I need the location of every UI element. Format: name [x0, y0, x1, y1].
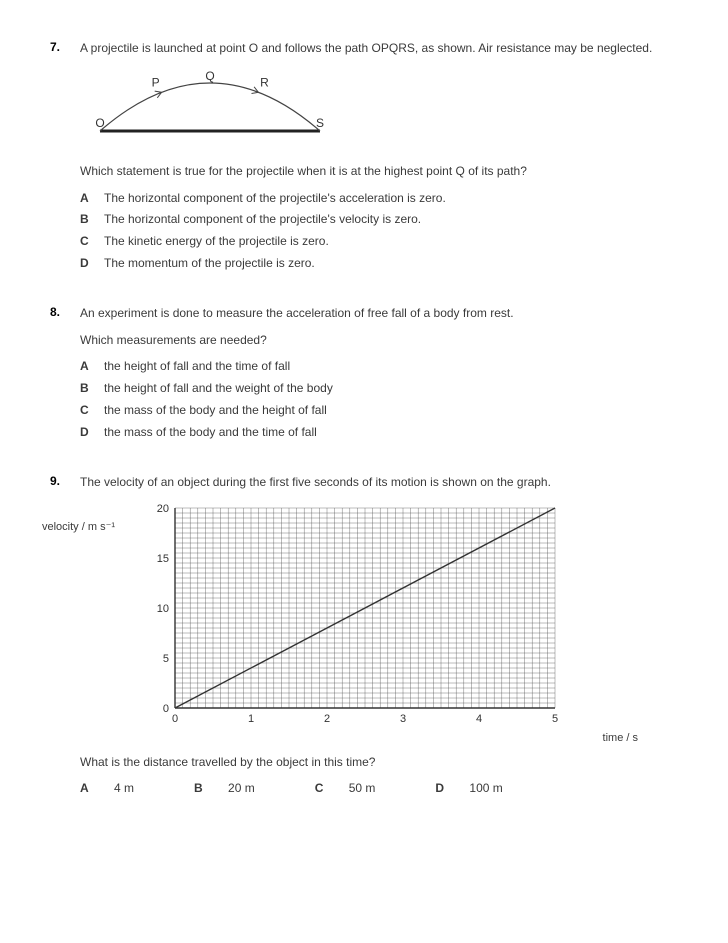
question-body: The velocity of an object during the fir… [80, 474, 678, 796]
question-number: 8. [50, 305, 80, 446]
option-c: Cthe mass of the body and the height of … [80, 402, 678, 419]
velocity-chart: velocity / m s⁻¹ 01234505101520 time / s [140, 500, 678, 744]
svg-text:P: P [152, 75, 160, 89]
svg-text:5: 5 [163, 653, 169, 665]
svg-text:3: 3 [400, 713, 406, 725]
svg-text:R: R [260, 75, 269, 89]
option-letter: D [435, 781, 459, 795]
option-letter: B [194, 781, 218, 795]
svg-text:O: O [95, 116, 104, 130]
option-text: The kinetic energy of the projectile is … [104, 233, 678, 250]
option-letter: B [80, 380, 104, 397]
options: Athe height of fall and the time of fall… [80, 358, 678, 440]
option-text: the height of fall and the weight of the… [104, 380, 678, 397]
svg-text:Q: Q [205, 69, 214, 83]
option-text: the height of fall and the time of fall [104, 358, 678, 375]
option-letter: D [80, 255, 104, 272]
svg-text:4: 4 [476, 713, 482, 725]
svg-text:15: 15 [157, 553, 169, 565]
projectile-diagram: O P Q R S [80, 69, 678, 149]
question-body: A projectile is launched at point O and … [80, 40, 678, 277]
svg-text:0: 0 [163, 703, 169, 715]
question-subtext: Which measurements are needed? [80, 332, 678, 349]
question-text: An experiment is done to measure the acc… [80, 305, 678, 322]
option-b: B 20 m [194, 781, 255, 795]
option-letter: A [80, 190, 104, 207]
option-text: The horizontal component of the projecti… [104, 211, 678, 228]
option-letter: D [80, 424, 104, 441]
question-text: A projectile is launched at point O and … [80, 40, 678, 57]
svg-text:0: 0 [172, 713, 178, 725]
velocity-chart-svg: 0 1 2 3 4 5 0 5 10 15 20 [140, 500, 563, 728]
svg-text:1: 1 [248, 713, 254, 725]
question-subtext: Which statement is true for the projecti… [80, 163, 678, 180]
option-letter: C [315, 781, 339, 795]
option-text: the mass of the body and the time of fal… [104, 424, 678, 441]
option-text: 100 m [469, 781, 502, 795]
question-8: 8. An experiment is done to measure the … [50, 305, 678, 446]
question-7: 7. A projectile is launched at point O a… [50, 40, 678, 277]
svg-text:20: 20 [157, 503, 169, 515]
option-c: CThe kinetic energy of the projectile is… [80, 233, 678, 250]
option-text: 4 m [114, 781, 134, 795]
option-a: Athe height of fall and the time of fall [80, 358, 678, 375]
option-letter: A [80, 781, 104, 795]
option-letter: C [80, 402, 104, 419]
projectile-svg: O P Q R S [80, 69, 340, 149]
option-b: Bthe height of fall and the weight of th… [80, 380, 678, 397]
option-d: DThe momentum of the projectile is zero. [80, 255, 678, 272]
option-text: 50 m [349, 781, 376, 795]
question-subtext: What is the distance travelled by the ob… [80, 754, 678, 771]
options-horizontal: A 4 m B 20 m C 50 m D 100 m [80, 781, 678, 795]
svg-text:5: 5 [552, 713, 558, 725]
question-9: 9. The velocity of an object during the … [50, 474, 678, 796]
option-c: C 50 m [315, 781, 376, 795]
question-number: 7. [50, 40, 80, 277]
option-a: AThe horizontal component of the project… [80, 190, 678, 207]
chart-xlabel: time / s [140, 732, 638, 744]
svg-text:2: 2 [324, 713, 330, 725]
option-letter: C [80, 233, 104, 250]
svg-text:10: 10 [157, 603, 169, 615]
options: AThe horizontal component of the project… [80, 190, 678, 272]
option-text: The momentum of the projectile is zero. [104, 255, 678, 272]
option-text: The horizontal component of the projecti… [104, 190, 678, 207]
question-body: An experiment is done to measure the acc… [80, 305, 678, 446]
option-text: 20 m [228, 781, 255, 795]
option-text: the mass of the body and the height of f… [104, 402, 678, 419]
svg-text:S: S [316, 116, 324, 130]
option-d: D 100 m [435, 781, 502, 795]
option-letter: B [80, 211, 104, 228]
question-text: The velocity of an object during the fir… [80, 474, 678, 491]
chart-ylabel: velocity / m s⁻¹ [42, 520, 115, 533]
option-a: A 4 m [80, 781, 134, 795]
option-d: Dthe mass of the body and the time of fa… [80, 424, 678, 441]
option-letter: A [80, 358, 104, 375]
option-b: BThe horizontal component of the project… [80, 211, 678, 228]
